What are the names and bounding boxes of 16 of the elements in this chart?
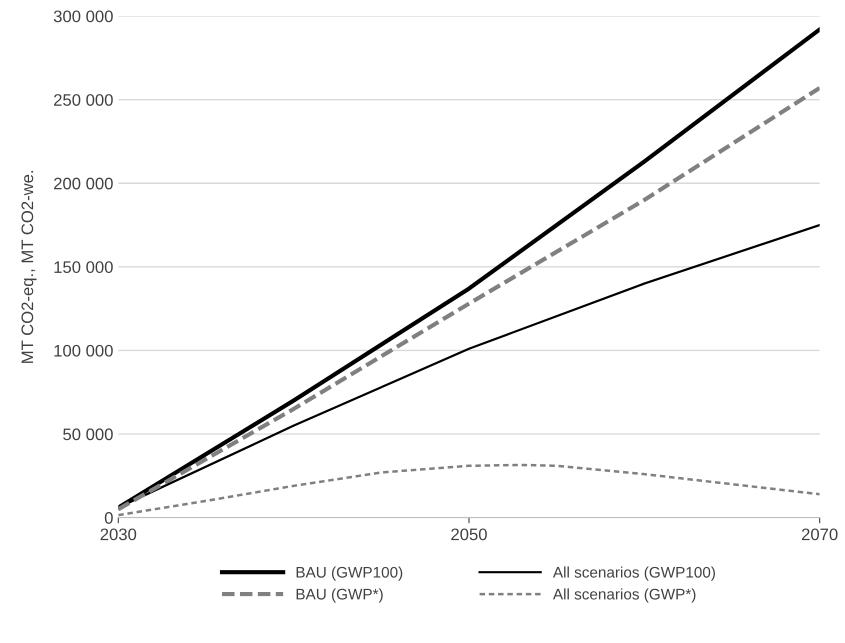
legend-label: BAU (GWP100) [296,566,402,581]
y-tick-label: 250 000 [54,94,113,106]
y-tick-label: 300 000 [54,10,113,22]
y-tick-label: 50 000 [63,428,113,440]
y-tick-label: 150 000 [54,261,113,274]
y-tick-label: 0 [104,512,113,524]
x-tick-label: 2050 [451,528,487,540]
legend-label: All scenarios (GWP*) [552,588,696,603]
x-tick-label: 2070 [802,528,838,540]
x-tick-label: 2030 [100,528,136,540]
legend-label: All scenarios (GWP100) [552,566,715,581]
line-series [118,464,820,516]
y-tick-label: 200 000 [54,178,113,190]
y-tick-label: 100 000 [54,344,113,357]
y-axis-title: MT CO2-eq., MT CO2-we. [21,170,37,363]
legend-label: BAU (GWP*) [296,588,383,603]
